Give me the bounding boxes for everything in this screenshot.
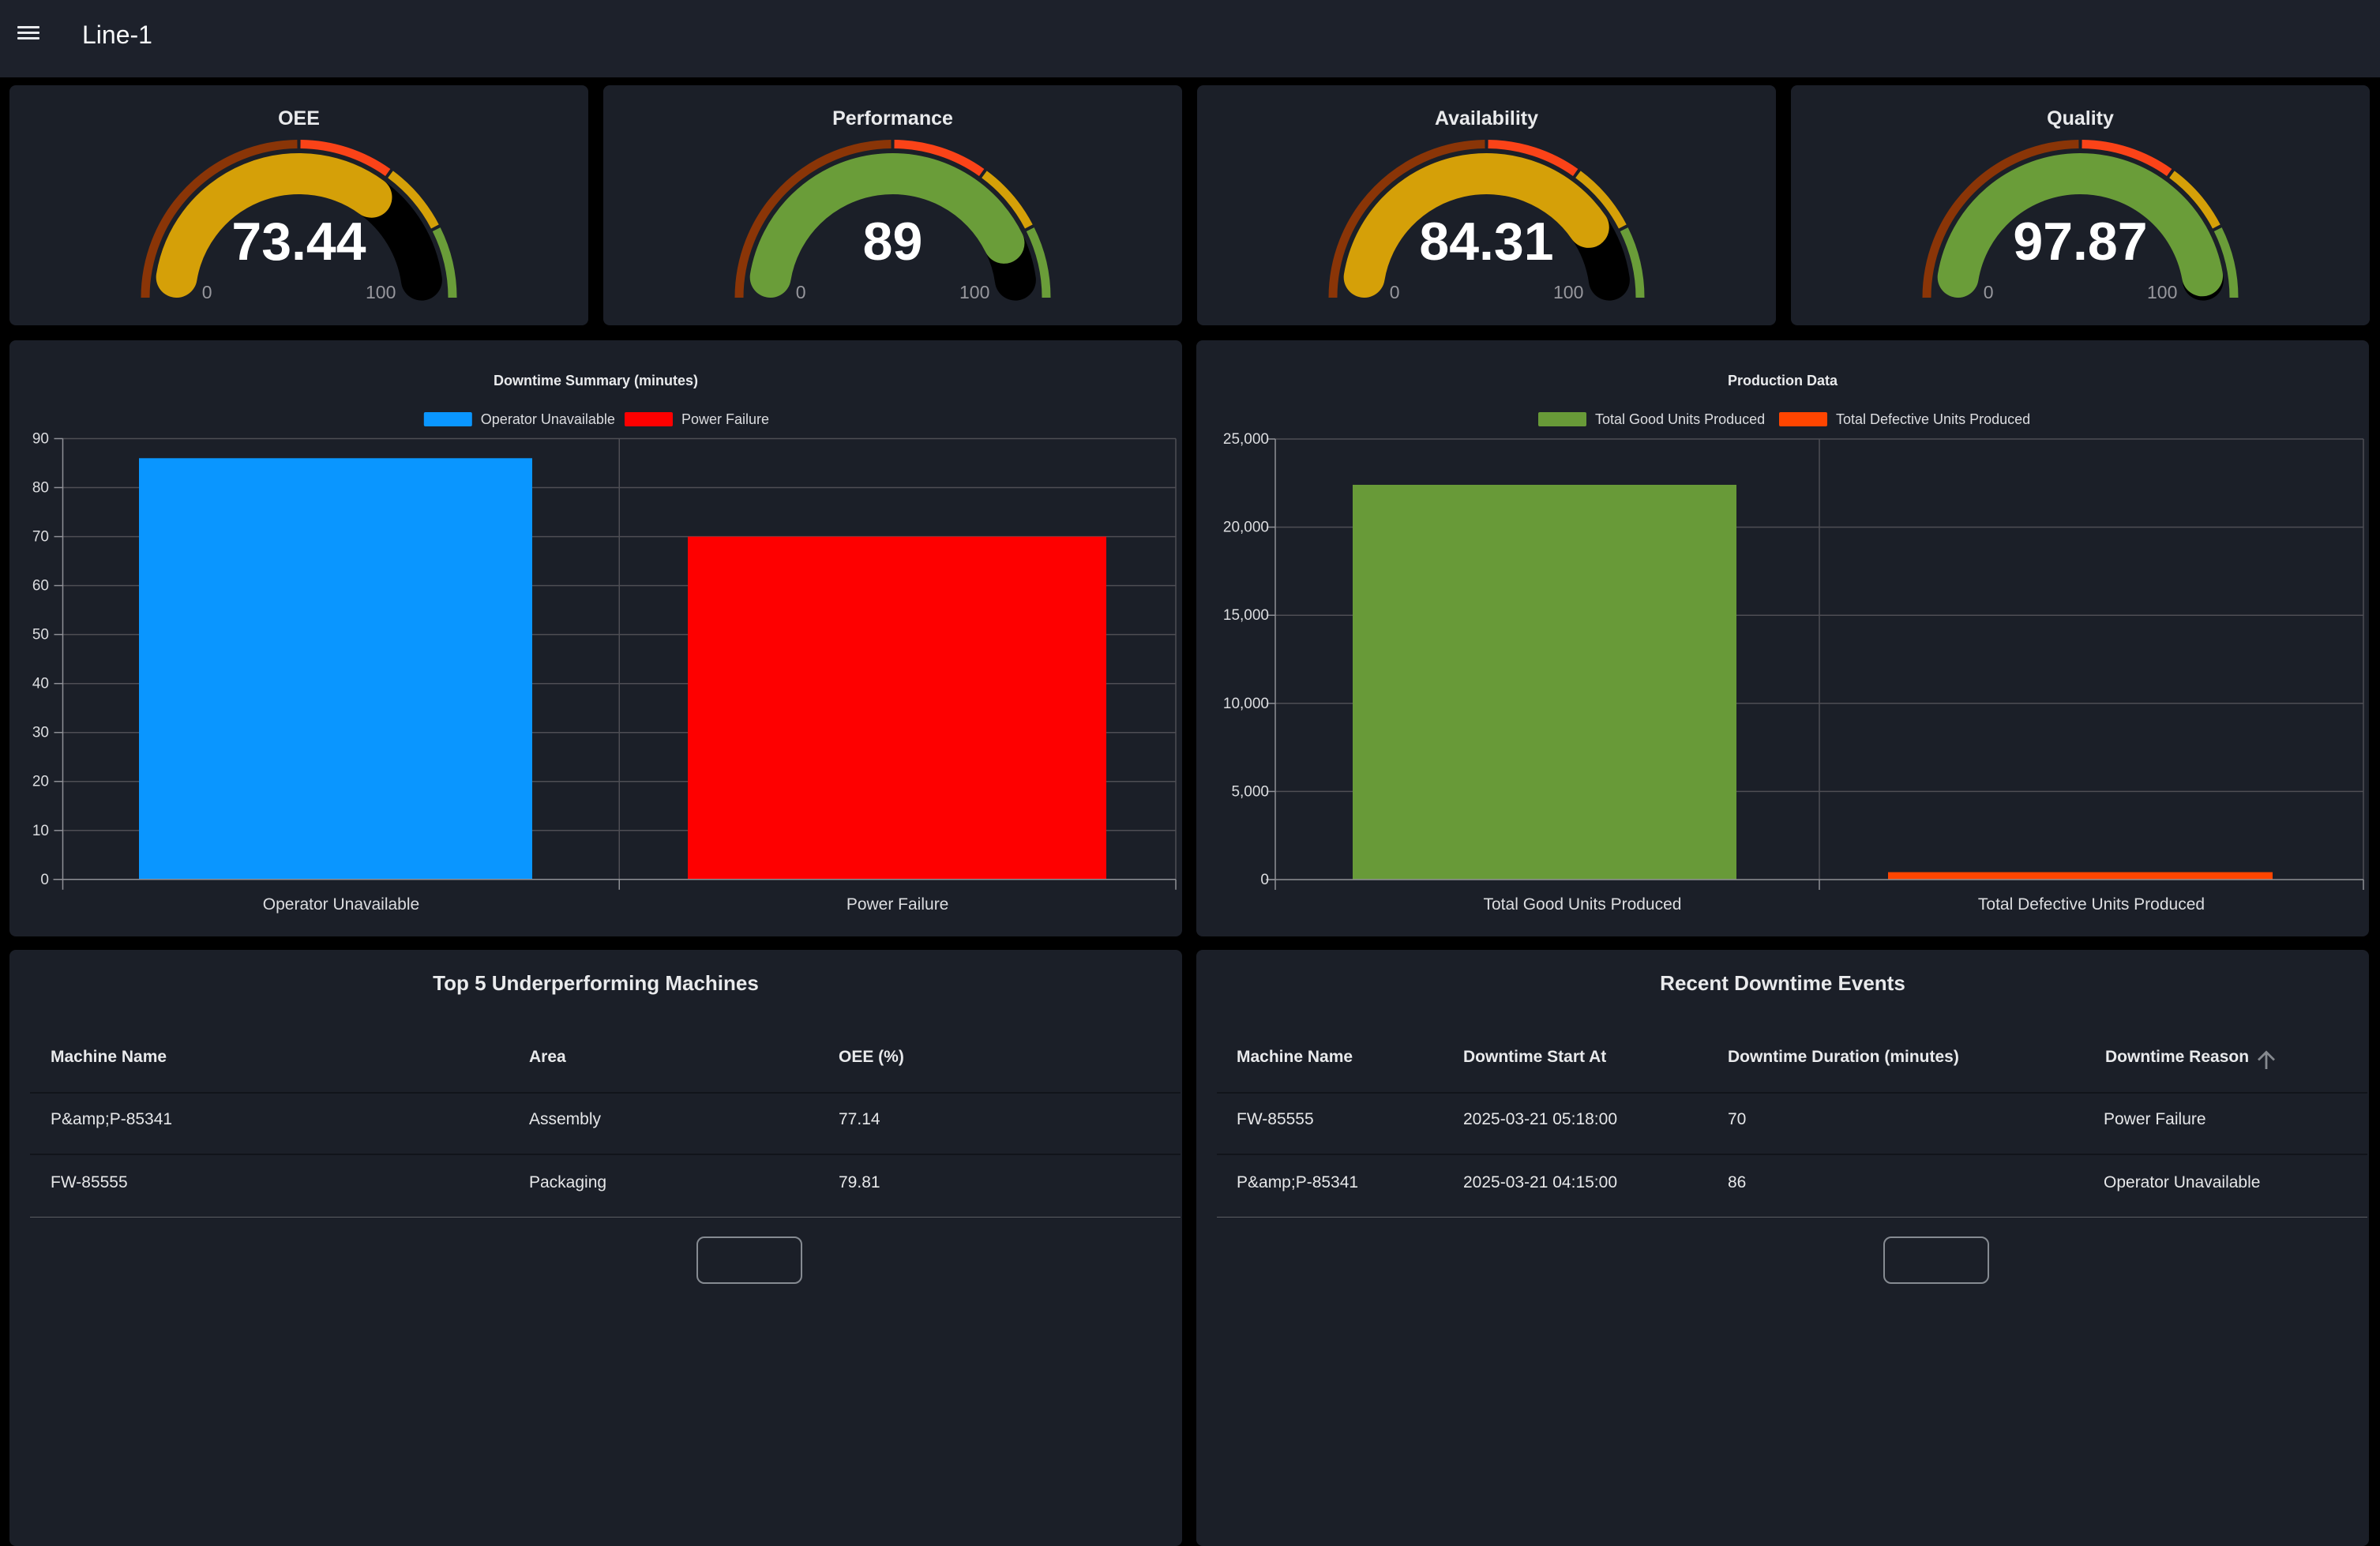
svg-text:25,000: 25,000	[1223, 431, 1269, 448]
svg-text:0: 0	[796, 282, 806, 302]
svg-text:84.31: 84.31	[1419, 212, 1553, 272]
svg-text:100: 100	[1553, 282, 1583, 302]
svg-text:Power Failure: Power Failure	[681, 411, 769, 427]
svg-text:89: 89	[863, 212, 923, 272]
svg-text:80: 80	[32, 480, 49, 497]
svg-text:20,000: 20,000	[1223, 520, 1269, 536]
svg-text:5,000: 5,000	[1231, 783, 1269, 800]
svg-text:Operator Unavailable: Operator Unavailable	[481, 411, 615, 427]
svg-text:0: 0	[1260, 872, 1269, 888]
svg-text:70: 70	[32, 529, 49, 546]
svg-text:Total Good Units Produced: Total Good Units Produced	[1484, 895, 1682, 914]
svg-text:15,000: 15,000	[1223, 607, 1269, 624]
svg-text:97.87: 97.87	[2013, 212, 2147, 272]
svg-text:100: 100	[2147, 282, 2177, 302]
svg-text:100: 100	[959, 282, 989, 302]
svg-text:10,000: 10,000	[1223, 696, 1269, 712]
svg-text:30: 30	[32, 725, 49, 741]
svg-text:0: 0	[1984, 282, 1994, 302]
svg-text:90: 90	[32, 431, 49, 448]
svg-text:10: 10	[32, 823, 49, 839]
svg-text:Total Defective Units Produced: Total Defective Units Produced	[1836, 411, 2030, 427]
svg-text:0: 0	[1390, 282, 1400, 302]
svg-text:100: 100	[366, 282, 396, 302]
svg-text:20: 20	[32, 774, 49, 790]
svg-text:Total Good Units Produced: Total Good Units Produced	[1595, 411, 1765, 427]
svg-text:Total Defective Units Produced: Total Defective Units Produced	[1978, 895, 2205, 914]
svg-text:Operator Unavailable: Operator Unavailable	[263, 895, 419, 914]
svg-text:0: 0	[202, 282, 212, 302]
svg-text:50: 50	[32, 627, 49, 644]
svg-text:0: 0	[40, 872, 49, 888]
svg-text:40: 40	[32, 676, 49, 692]
svg-text:Power Failure: Power Failure	[847, 895, 949, 914]
svg-text:60: 60	[32, 578, 49, 595]
svg-text:73.44: 73.44	[231, 212, 366, 272]
